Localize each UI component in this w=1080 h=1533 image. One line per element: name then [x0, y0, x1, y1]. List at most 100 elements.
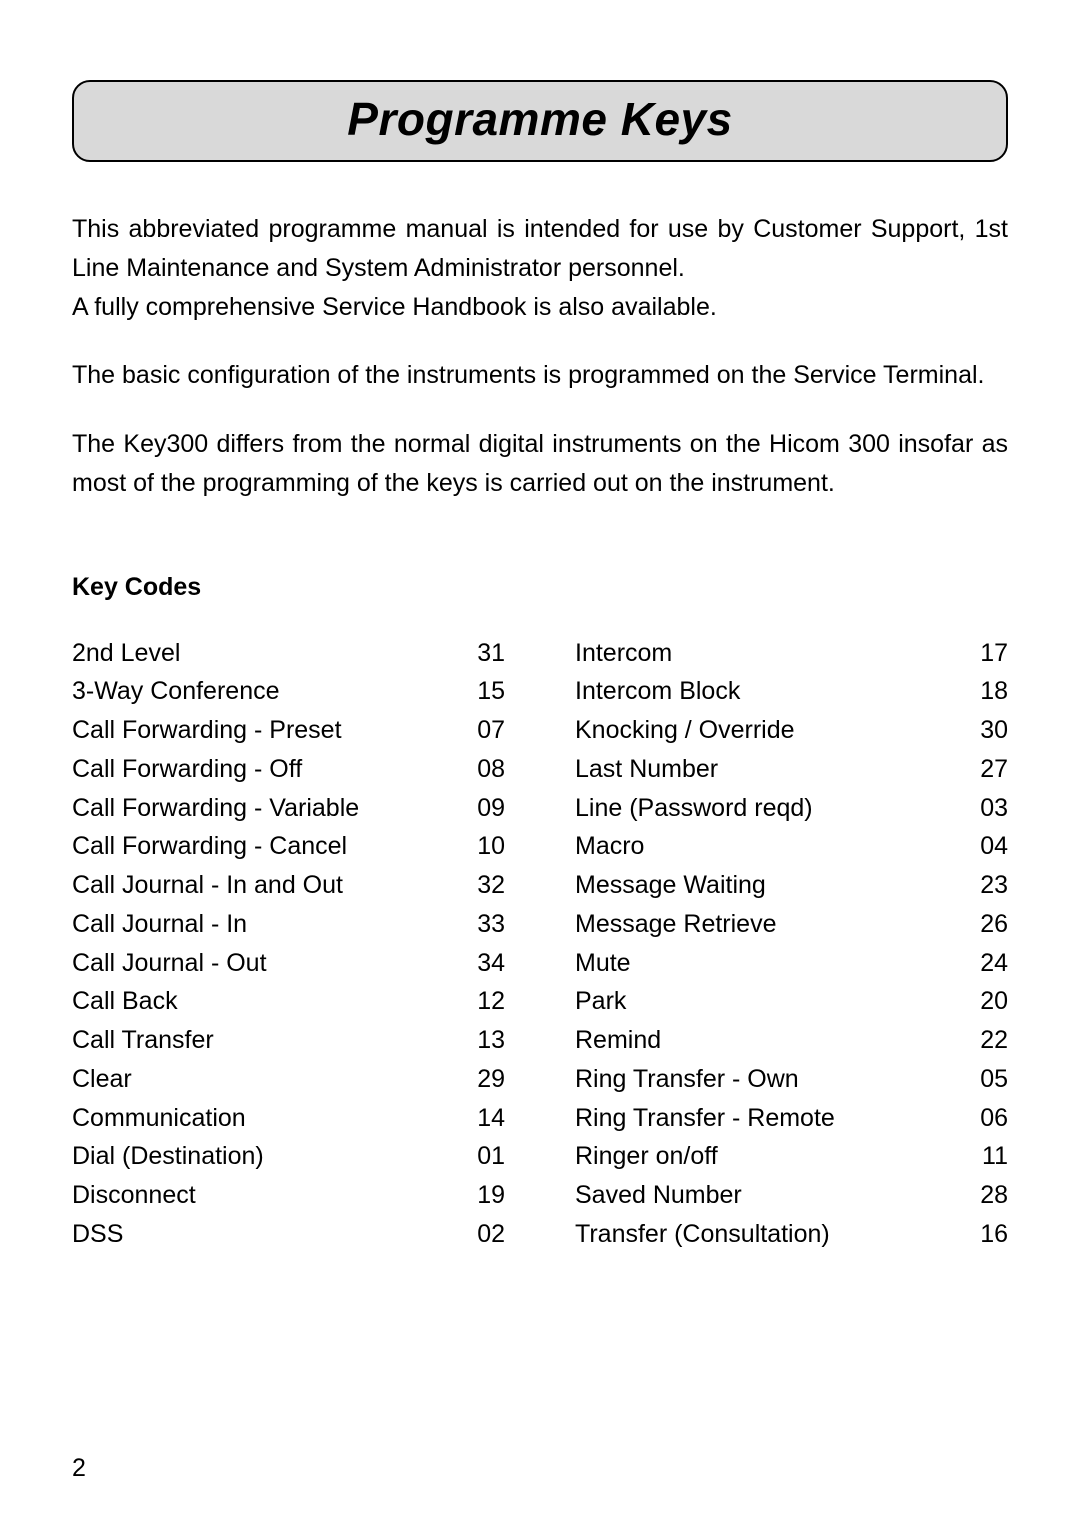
key-code-row: Remind22 — [575, 1021, 1008, 1060]
key-code-value: 12 — [465, 982, 505, 1021]
key-code-row: Communication14 — [72, 1099, 505, 1138]
key-code-label: Transfer (Consultation) — [575, 1215, 968, 1254]
key-code-label: DSS — [72, 1215, 465, 1254]
key-code-row: Last Number27 — [575, 750, 1008, 789]
key-code-row: Disconnect19 — [72, 1176, 505, 1215]
key-code-row: 3-Way Conference15 — [72, 672, 505, 711]
key-code-value: 08 — [465, 750, 505, 789]
key-code-value: 32 — [465, 866, 505, 905]
key-code-value: 26 — [968, 905, 1008, 944]
key-code-value: 07 — [465, 711, 505, 750]
key-code-value: 13 — [465, 1021, 505, 1060]
key-code-row: Call Journal - In and Out32 — [72, 866, 505, 905]
key-code-value: 18 — [968, 672, 1008, 711]
key-code-value: 09 — [465, 789, 505, 828]
key-code-label: Park — [575, 982, 968, 1021]
intro-section: This abbreviated programme manual is int… — [72, 210, 1008, 503]
key-code-row: Saved Number28 — [575, 1176, 1008, 1215]
key-code-value: 20 — [968, 982, 1008, 1021]
key-code-label: Line (Password reqd) — [575, 789, 968, 828]
key-code-value: 34 — [465, 944, 505, 983]
key-code-label: Knocking / Override — [575, 711, 968, 750]
key-code-row: DSS02 — [72, 1215, 505, 1254]
key-code-value: 30 — [968, 711, 1008, 750]
key-code-label: Remind — [575, 1021, 968, 1060]
key-code-label: Ring Transfer - Own — [575, 1060, 968, 1099]
key-codes-right-column: Intercom17Intercom Block18Knocking / Ove… — [575, 634, 1008, 1254]
key-code-label: Call Back — [72, 982, 465, 1021]
page-title: Programme Keys — [74, 92, 1006, 146]
intro-paragraph-3: The Key300 differs from the normal digit… — [72, 425, 1008, 503]
key-code-row: Message Waiting23 — [575, 866, 1008, 905]
key-code-value: 11 — [968, 1137, 1008, 1176]
key-code-row: Call Forwarding - Off08 — [72, 750, 505, 789]
key-code-row: Call Journal - Out34 — [72, 944, 505, 983]
key-code-label: Call Journal - In — [72, 905, 465, 944]
key-code-row: Clear29 — [72, 1060, 505, 1099]
key-code-label: Call Journal - In and Out — [72, 866, 465, 905]
intro-paragraph-2: The basic configuration of the instrumen… — [72, 356, 1008, 395]
key-code-value: 06 — [968, 1099, 1008, 1138]
key-code-row: Call Forwarding - Variable09 — [72, 789, 505, 828]
key-code-value: 03 — [968, 789, 1008, 828]
key-code-label: 2nd Level — [72, 634, 465, 673]
key-code-row: Ring Transfer - Own05 — [575, 1060, 1008, 1099]
key-code-row: Call Forwarding - Preset07 — [72, 711, 505, 750]
key-code-label: Saved Number — [575, 1176, 968, 1215]
key-code-label: Call Forwarding - Preset — [72, 711, 465, 750]
key-codes-heading: Key Codes — [72, 573, 1008, 602]
key-code-row: Intercom17 — [575, 634, 1008, 673]
key-code-label: Disconnect — [72, 1176, 465, 1215]
key-code-row: Macro04 — [575, 827, 1008, 866]
key-code-label: Ring Transfer - Remote — [575, 1099, 968, 1138]
key-code-label: Intercom — [575, 634, 968, 673]
key-code-value: 22 — [968, 1021, 1008, 1060]
key-code-label: Call Forwarding - Variable — [72, 789, 465, 828]
key-code-value: 27 — [968, 750, 1008, 789]
key-code-row: Line (Password reqd)03 — [575, 789, 1008, 828]
title-box: Programme Keys — [72, 80, 1008, 162]
key-code-value: 16 — [968, 1215, 1008, 1254]
key-code-value: 01 — [465, 1137, 505, 1176]
key-code-row: Call Journal - In33 — [72, 905, 505, 944]
key-code-label: Communication — [72, 1099, 465, 1138]
key-code-row: Ring Transfer - Remote06 — [575, 1099, 1008, 1138]
key-code-value: 02 — [465, 1215, 505, 1254]
key-code-value: 04 — [968, 827, 1008, 866]
key-code-label: 3-Way Conference — [72, 672, 465, 711]
key-code-value: 33 — [465, 905, 505, 944]
key-code-label: Intercom Block — [575, 672, 968, 711]
key-code-label: Mute — [575, 944, 968, 983]
key-code-label: Call Journal - Out — [72, 944, 465, 983]
key-code-label: Call Forwarding - Off — [72, 750, 465, 789]
key-codes-left-column: 2nd Level313-Way Conference15Call Forwar… — [72, 634, 505, 1254]
key-code-value: 31 — [465, 634, 505, 673]
key-code-value: 29 — [465, 1060, 505, 1099]
key-code-value: 19 — [465, 1176, 505, 1215]
key-code-row: Mute24 — [575, 944, 1008, 983]
key-code-label: Call Transfer — [72, 1021, 465, 1060]
key-code-row: Call Forwarding - Cancel10 — [72, 827, 505, 866]
key-codes-columns: 2nd Level313-Way Conference15Call Forwar… — [72, 634, 1008, 1254]
key-code-row: Knocking / Override30 — [575, 711, 1008, 750]
key-code-label: Dial (Destination) — [72, 1137, 465, 1176]
key-code-label: Call Forwarding - Cancel — [72, 827, 465, 866]
key-code-value: 10 — [465, 827, 505, 866]
key-code-row: 2nd Level31 — [72, 634, 505, 673]
key-code-label: Message Retrieve — [575, 905, 968, 944]
intro-paragraph-1a: This abbreviated programme manual is int… — [72, 210, 1008, 288]
key-code-row: Call Back12 — [72, 982, 505, 1021]
intro-paragraph-1b: A fully comprehensive Service Handbook i… — [72, 288, 1008, 327]
key-code-row: Dial (Destination)01 — [72, 1137, 505, 1176]
key-code-row: Call Transfer13 — [72, 1021, 505, 1060]
key-code-value: 28 — [968, 1176, 1008, 1215]
key-code-row: Transfer (Consultation)16 — [575, 1215, 1008, 1254]
key-code-value: 17 — [968, 634, 1008, 673]
key-code-label: Ringer on/off — [575, 1137, 968, 1176]
key-code-row: Ringer on/off11 — [575, 1137, 1008, 1176]
page-number: 2 — [72, 1454, 86, 1483]
key-code-row: Park20 — [575, 982, 1008, 1021]
key-code-value: 15 — [465, 672, 505, 711]
key-code-value: 24 — [968, 944, 1008, 983]
key-code-row: Message Retrieve26 — [575, 905, 1008, 944]
